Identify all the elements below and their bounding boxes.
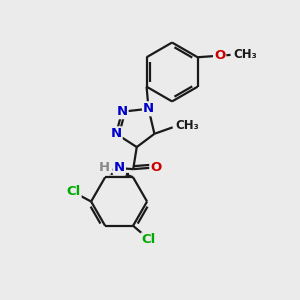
Text: O: O [214, 49, 225, 62]
Text: Cl: Cl [142, 233, 156, 246]
Text: H: H [99, 161, 110, 174]
Text: N: N [111, 127, 122, 140]
Text: N: N [116, 105, 128, 118]
Text: CH₃: CH₃ [176, 119, 200, 132]
Text: N: N [114, 161, 125, 174]
Text: Cl: Cl [66, 185, 81, 198]
Text: N: N [143, 102, 154, 115]
Text: O: O [150, 161, 161, 174]
Text: CH₃: CH₃ [233, 48, 257, 61]
